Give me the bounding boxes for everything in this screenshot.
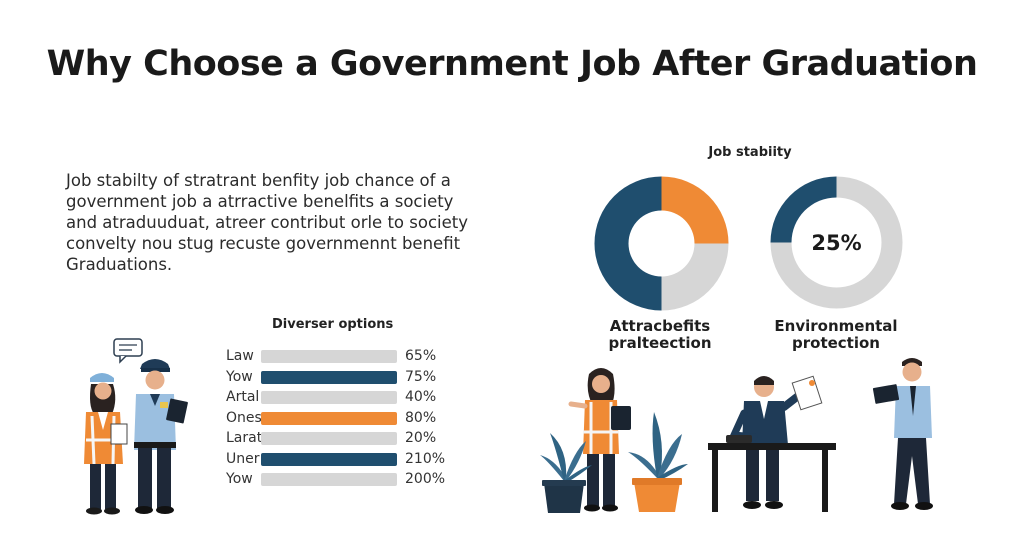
bar-value-label: 65% — [405, 348, 437, 364]
intro-line: Graduations. — [66, 255, 173, 274]
bar — [261, 452, 397, 466]
bar — [261, 350, 397, 363]
bar-value-label: 200% — [405, 471, 446, 487]
bar-value-label: 40% — [405, 389, 437, 405]
bar-track — [261, 452, 397, 466]
bar-track — [261, 411, 397, 425]
intro-line: and atraduuduat, atreer contribut orle t… — [66, 213, 468, 232]
donut-slice — [770, 176, 837, 243]
bar — [261, 432, 397, 445]
intro-line: Job stabilty of stratrant benfity job ch… — [66, 171, 451, 190]
page-title: Why Choose a Government Job After Gradua… — [46, 44, 978, 84]
chat-bubble-icon — [113, 338, 143, 364]
caption-line: Attracbefits — [609, 317, 711, 335]
bar-category-label: Larat — [226, 430, 263, 446]
man-with-laptop — [872, 358, 933, 510]
man-at-desk — [708, 375, 836, 512]
intro-line: government job a atrractive benelfits a … — [66, 192, 454, 211]
inspector-person — [84, 373, 128, 515]
donut-chart-job-stability — [594, 176, 729, 311]
donut-slice — [661, 176, 729, 244]
bar — [261, 473, 397, 486]
caption-line: pralteection — [608, 334, 712, 352]
bar-category-label: Ones — [226, 409, 262, 426]
donut-chart-environmental: 25% — [770, 176, 903, 309]
bar-track — [261, 473, 397, 486]
bar-category-label: Yow — [226, 471, 253, 487]
donut-slice — [770, 176, 903, 309]
bar — [261, 370, 397, 384]
bar-category-label: Uner — [226, 450, 260, 467]
bar-category-label: Yow — [226, 368, 253, 385]
bar-category-label: Law — [226, 348, 254, 364]
donut-caption-2: Environmental protection — [716, 318, 956, 352]
bar-value-label: 210% — [405, 450, 446, 467]
intro-line: convelty nou stug recuste governmennt be… — [66, 234, 461, 253]
woman-with-tablet — [568, 368, 631, 512]
caption-line: Environmental — [774, 317, 898, 335]
donut-caption-1: Attracbefits pralteection — [540, 318, 780, 352]
caption-line: protection — [792, 334, 880, 352]
bar — [261, 391, 397, 404]
plant-pot-orange — [628, 412, 688, 512]
bar-value-label: 75% — [405, 368, 437, 385]
bar-track — [261, 432, 397, 445]
bar-value-label: 80% — [405, 409, 437, 426]
bar-row: Yow 75% — [226, 367, 456, 387]
donut-center-label: 25% — [811, 231, 861, 255]
bar-row: Ones 80% — [226, 408, 456, 428]
bar-track — [261, 391, 397, 404]
bar-value-label: 20% — [405, 430, 437, 446]
bar-row: Artal 40% — [226, 387, 456, 407]
bar-chart-title: Diverser options — [272, 317, 394, 332]
donut-slice — [594, 176, 662, 311]
donut-heading: Job stabiity — [708, 145, 792, 160]
bar-track — [261, 350, 397, 363]
bar-category-label: Artal — [226, 389, 260, 405]
donut-slice — [661, 243, 729, 311]
bar-row: Uner 210% — [226, 449, 456, 469]
bar-row: Larat 20% — [226, 428, 456, 448]
plant-pot-navy — [540, 433, 592, 513]
bar — [261, 411, 397, 425]
bar-row: Yow 200% — [226, 469, 456, 489]
bar-row: Law 65% — [226, 346, 456, 366]
bar-track — [261, 370, 397, 384]
police-officer — [134, 359, 188, 514]
intro-text: Job stabilty of stratrant benfity job ch… — [66, 170, 536, 275]
